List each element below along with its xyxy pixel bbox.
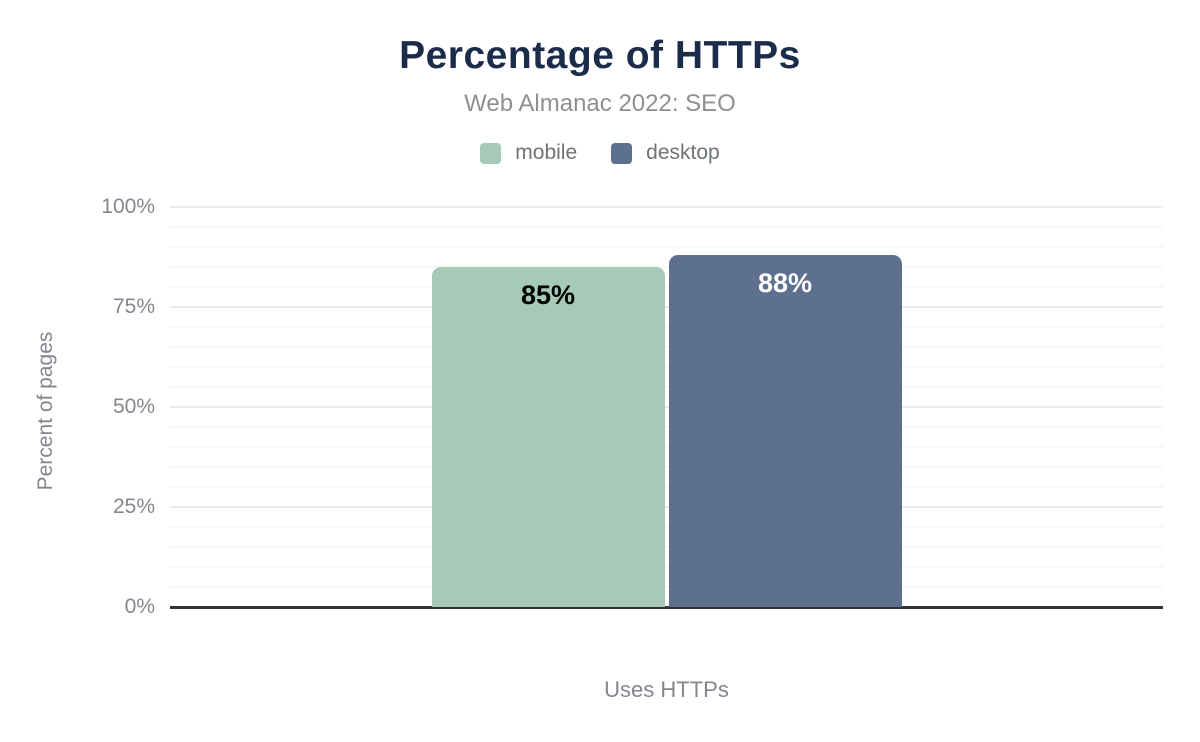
y-tick-label: 0%	[124, 595, 155, 618]
gridline-minor	[170, 366, 1163, 368]
gridline-minor	[170, 266, 1163, 268]
chart-subtitle: Web Almanac 2022: SEO	[464, 90, 736, 117]
gridline-minor	[170, 526, 1163, 528]
gridline-minor	[170, 286, 1163, 288]
gridline-minor	[170, 466, 1163, 468]
gridline-minor	[170, 246, 1163, 248]
bar-desktop: 88%	[668, 255, 902, 607]
gridline-minor	[170, 486, 1163, 488]
legend-label-desktop: desktop	[646, 141, 720, 164]
gridline-major	[170, 406, 1163, 408]
bar-value-label-mobile: 85%	[520, 280, 576, 310]
y-tick-label: 100%	[101, 195, 155, 218]
gridline-minor	[170, 386, 1163, 388]
gridline-minor	[170, 566, 1163, 568]
bar-mobile: 85%	[431, 267, 665, 607]
x-axis-line	[170, 606, 1163, 609]
x-axis-title: Uses HTTPs	[604, 677, 729, 702]
legend-item-desktop: desktop	[611, 141, 720, 165]
mobile-swatch-icon	[480, 142, 502, 164]
gridline-minor	[170, 326, 1163, 328]
legend: mobile desktop	[0, 141, 1200, 165]
gridline-minor	[170, 346, 1163, 348]
bar-value-label-desktop: 88%	[757, 268, 813, 298]
gridline-minor	[170, 546, 1163, 548]
legend-label-mobile: mobile	[515, 141, 578, 164]
legend-item-mobile: mobile	[480, 141, 577, 165]
y-axis-title: Percent of pages	[34, 331, 57, 491]
plot-area: 85% 88%	[170, 206, 1163, 609]
desktop-swatch-icon	[611, 142, 633, 164]
gridline-major	[170, 506, 1163, 508]
gridline-minor	[170, 226, 1163, 228]
gridline-minor	[170, 586, 1163, 588]
gridline-minor	[170, 426, 1163, 428]
y-tick-label: 50%	[112, 395, 155, 418]
y-tick-label: 25%	[112, 495, 155, 518]
chart-title: Percentage of HTTPs	[399, 34, 801, 77]
gridline-minor	[170, 446, 1163, 448]
gridline-major	[170, 206, 1163, 208]
gridline-major	[170, 306, 1163, 308]
y-axis-ticks: 0% 25% 50% 75% 100%	[0, 195, 155, 618]
y-tick-label: 75%	[112, 295, 155, 318]
